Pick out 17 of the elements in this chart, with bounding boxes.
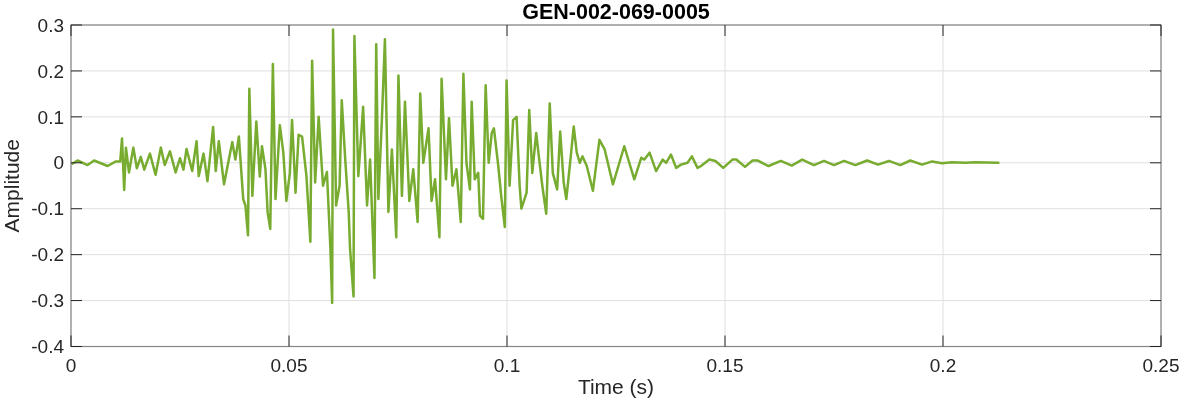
y-tick-label: 0.3 (37, 14, 64, 36)
y-axis-title: Amplitude (0, 139, 23, 233)
x-tick-label: 0.05 (270, 354, 308, 376)
x-tick-label: 0.25 (1142, 354, 1180, 376)
y-tick-label: -0.4 (31, 336, 65, 358)
y-tick-label: 0.1 (37, 106, 64, 128)
line-series (71, 28, 1000, 305)
x-tick-label: 0.1 (493, 354, 521, 376)
x-tick-label: 0.15 (706, 354, 744, 376)
y-tick-label: -0.3 (31, 290, 64, 312)
y-tick-label: 0 (53, 152, 64, 174)
chart-title: GEN-002-069-0005 (522, 0, 710, 24)
y-tick-label: -0.2 (31, 244, 64, 266)
y-tick-label: -0.1 (31, 198, 64, 220)
x-tick-label: 0.2 (929, 354, 957, 376)
x-axis-title: Time (s) (577, 375, 655, 398)
y-tick-label: 0.2 (37, 60, 64, 82)
